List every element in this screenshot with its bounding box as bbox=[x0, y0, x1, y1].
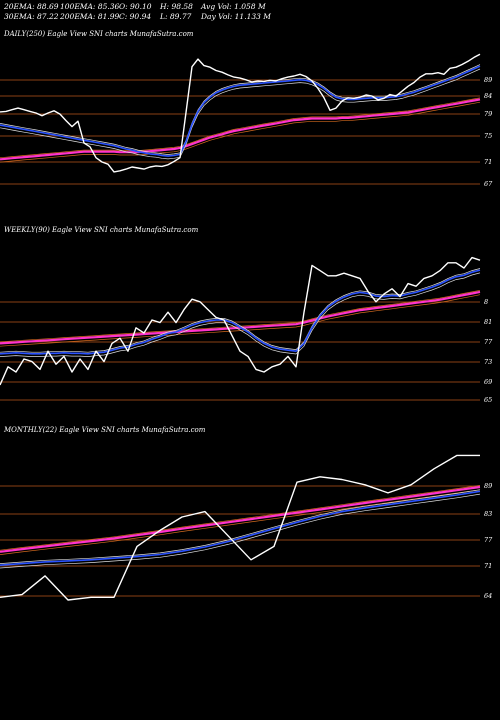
daily-chart-title: DAILY(250) Eagle View SNI charts MunafaS… bbox=[3, 30, 194, 38]
y-tick-label: 64 bbox=[484, 592, 492, 600]
ema-long-line bbox=[0, 485, 481, 553]
weekly-chart-title: WEEKLY(90) Eagle View SNI charts MunafaS… bbox=[4, 226, 199, 234]
ma-companion-line bbox=[0, 97, 481, 159]
ma-companion-line bbox=[0, 68, 481, 160]
y-tick-label: 89 bbox=[484, 76, 492, 84]
y-tick-label: 71 bbox=[484, 158, 492, 166]
stat-high: H: 98.58 bbox=[160, 2, 193, 11]
ma-companion-line bbox=[0, 294, 481, 347]
ma-companion-line bbox=[0, 101, 481, 163]
y-tick-label: 8 bbox=[484, 298, 488, 306]
y-tick-label: 84 bbox=[484, 92, 492, 100]
ma-companion-line bbox=[0, 489, 481, 564]
y-tick-label: 79 bbox=[484, 110, 492, 118]
header-stats: 20EMA: 88.69 100EMA: 85.36 O: 90.10 H: 9… bbox=[0, 2, 500, 24]
y-tick-label: 77 bbox=[484, 338, 493, 346]
ma-companion-line bbox=[0, 493, 481, 569]
monthly-chart: MONTHLY(22) Eagle View SNI charts Munafa… bbox=[0, 426, 493, 601]
y-tick-label: 81 bbox=[484, 318, 492, 326]
daily-chart: DAILY(250) Eagle View SNI charts MunafaS… bbox=[0, 30, 493, 188]
ema-short-line bbox=[0, 490, 481, 566]
weekly-chart: WEEKLY(90) Eagle View SNI charts MunafaS… bbox=[0, 226, 493, 402]
y-tick-label: 75 bbox=[484, 132, 492, 140]
y-tick-label: 73 bbox=[484, 358, 492, 366]
stat-avg-vol: Avg Vol: 1.058 M bbox=[201, 2, 266, 11]
y-tick-label: 65 bbox=[484, 396, 492, 402]
ma-companion-line bbox=[0, 485, 481, 551]
y-tick-label: 77 bbox=[484, 536, 493, 544]
monthly-chart-title: MONTHLY(22) Eagle View SNI charts Munafa… bbox=[3, 426, 206, 434]
stat-30ema: 30EMA: 87.22 bbox=[4, 12, 59, 21]
ema-long-line bbox=[0, 290, 481, 345]
ma-companion-line bbox=[0, 64, 481, 155]
ma-companion-line bbox=[0, 489, 481, 555]
stat-200ema: 200EMA: 81.99 bbox=[60, 12, 120, 21]
stat-100ema: 100EMA: 85.36 bbox=[60, 2, 120, 11]
stat-close: C: 90.94 bbox=[119, 12, 152, 21]
stat-20ema: 20EMA: 88.69 bbox=[4, 2, 59, 11]
stat-low: L: 89.77 bbox=[160, 12, 192, 21]
y-tick-label: 67 bbox=[484, 180, 493, 188]
ema-short-line bbox=[0, 65, 481, 157]
y-tick-label: 69 bbox=[484, 378, 492, 386]
ma-companion-line bbox=[0, 272, 481, 357]
y-tick-label: 71 bbox=[484, 562, 492, 570]
stat-open: O: 90.10 bbox=[119, 2, 152, 11]
y-tick-label: 89 bbox=[484, 482, 492, 490]
y-tick-label: 83 bbox=[484, 510, 492, 518]
stat-day-vol: Day Vol: 11.133 M bbox=[201, 12, 271, 21]
price-line bbox=[0, 256, 481, 386]
price-line bbox=[0, 454, 480, 601]
price-line bbox=[0, 53, 481, 173]
ema-long-line bbox=[0, 98, 481, 161]
ma-companion-line bbox=[0, 289, 481, 343]
ma-companion-line bbox=[0, 268, 481, 353]
